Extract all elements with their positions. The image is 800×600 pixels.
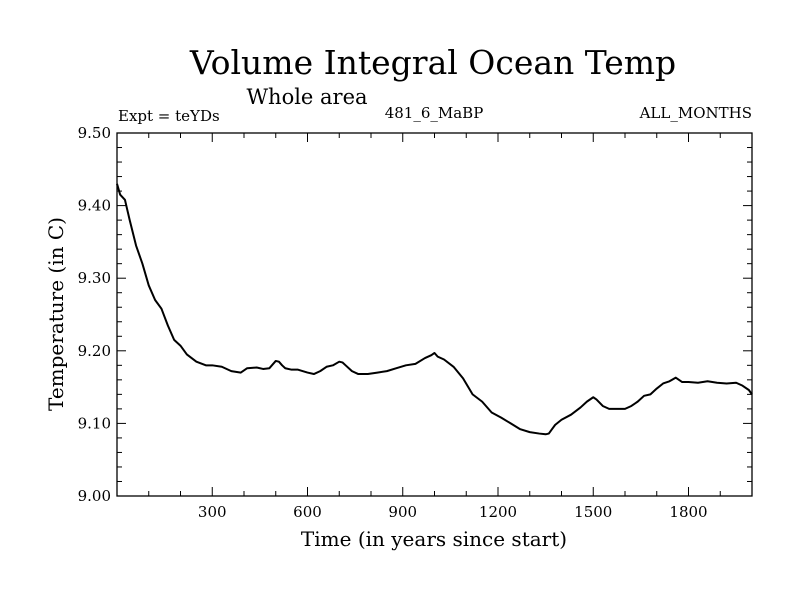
- y-tick-label: 9.50: [78, 124, 111, 142]
- y-tick-label: 9.40: [78, 197, 111, 215]
- x-tick-label: 900: [388, 503, 417, 521]
- x-tick-label: 1800: [669, 503, 707, 521]
- plot-area: [116, 132, 753, 497]
- x-tick-label: 1500: [574, 503, 612, 521]
- chart-title: Volume Integral Ocean Temp: [189, 43, 676, 82]
- y-tick-labels: 9.00 9.10 9.20 9.30 9.40 9.50: [78, 124, 111, 505]
- x-tick-label: 300: [198, 503, 227, 521]
- experiment-label: Expt = teYDs: [118, 107, 220, 125]
- x-tick-labels: 300 600 900 1200 1500 1800: [198, 503, 708, 521]
- run-label: 481_6_MaBP: [385, 104, 484, 122]
- series-line: [116, 183, 753, 436]
- x-axis-label: Time (in years since start): [301, 527, 567, 551]
- y-tick-label: 9.10: [78, 414, 111, 432]
- y-tick-label: 9.00: [78, 487, 111, 505]
- y-tick-label: 9.20: [78, 342, 111, 360]
- y-tick-label: 9.30: [78, 269, 111, 287]
- axis-ticks: [117, 133, 752, 496]
- plot-frame: [116, 132, 753, 497]
- y-axis-label: Temperature (in C): [44, 217, 68, 411]
- x-tick-label: 600: [293, 503, 322, 521]
- chart-subtitle: Whole area: [246, 85, 367, 109]
- months-label: ALL_MONTHS: [639, 104, 752, 122]
- x-tick-label: 1200: [479, 503, 517, 521]
